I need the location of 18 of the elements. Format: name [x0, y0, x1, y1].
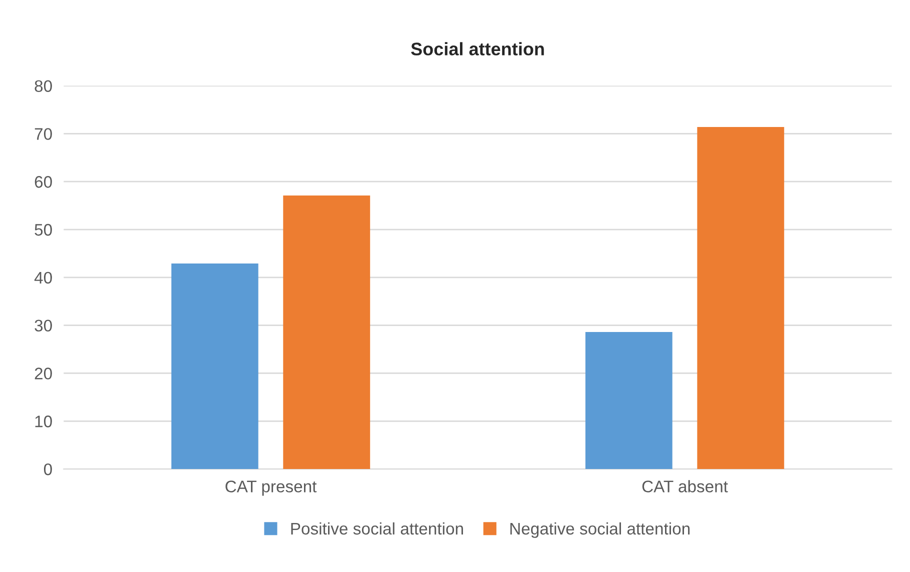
bar — [171, 264, 258, 470]
x-tick-label: CAT absent — [642, 480, 728, 492]
legend-label: Positive social attention — [291, 522, 463, 535]
y-tick-label: 50 — [34, 224, 52, 236]
y-tick-label: 70 — [34, 128, 52, 140]
y-tick-label: 0 — [44, 463, 52, 476]
y-tick-label: 30 — [34, 320, 52, 332]
y-tick-label: 60 — [34, 176, 52, 188]
bar — [697, 127, 784, 470]
y-tick-label: 80 — [34, 80, 52, 92]
x-tick-label: CAT present — [226, 480, 317, 496]
bar — [283, 196, 370, 470]
legend-label: Negative social attention — [510, 522, 690, 538]
bar — [585, 332, 672, 470]
y-tick-label: 10 — [35, 416, 52, 428]
chart-title: Social attention — [411, 42, 544, 56]
y-tick-label: 20 — [34, 368, 52, 380]
y-tick-label: 40 — [34, 272, 52, 284]
